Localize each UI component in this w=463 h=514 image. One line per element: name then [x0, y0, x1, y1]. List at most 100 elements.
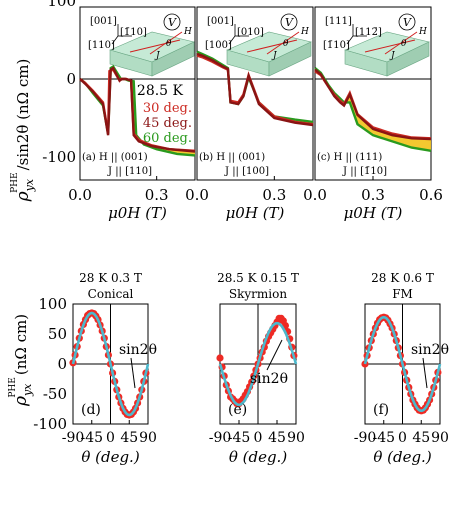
axis-arrow — [228, 35, 236, 45]
legend-temp: 28.5 K — [137, 83, 184, 99]
voltmeter-icon — [163, 13, 181, 31]
panel-title: 28.5 K 0.15 T — [217, 271, 299, 285]
angle-label: θ — [401, 39, 407, 49]
x-tick-label: 0.6 — [419, 186, 443, 204]
bottom-panel: -90-45 0 45 90 28 K 0.6 T FM (f) sin2θ θ (deg.) — [354, 271, 449, 466]
y-tick-label: 100 — [38, 295, 67, 313]
fit-curve — [218, 321, 298, 407]
panel-caption: (c) H || (111) — [317, 152, 382, 163]
plot-frame — [79, 6, 196, 181]
panel-caption: (a) H || (001) — [82, 152, 148, 163]
field-label: H — [183, 27, 192, 37]
field-label: H — [300, 27, 309, 37]
x-tick-label: 0 — [398, 430, 407, 446]
x-axis-label: θ (deg.) — [373, 448, 432, 466]
y-tick-label: -100 — [33, 415, 67, 433]
panel-caption: J || [1̄10] — [342, 166, 387, 177]
x-axis-label: θ (deg.) — [229, 448, 288, 466]
panel-title: 28 K 0.3 T — [79, 271, 142, 285]
x-tick-label: -90 — [209, 430, 232, 446]
angle-label: θ — [166, 39, 172, 49]
crystal-axis-label: [112̄] — [355, 27, 382, 38]
legend: 28.5 K 30 deg.45 deg.60 deg. — [137, 83, 192, 146]
panel-title: Conical — [88, 287, 134, 301]
y-axis-label: ρyxPHE/sin2θ (nΩ cm) — [10, 59, 36, 203]
field-arrow — [266, 31, 300, 55]
device-side — [386, 41, 430, 77]
field-label: H — [418, 27, 427, 37]
panel-letter: (d) — [81, 402, 101, 418]
fit-label: sin2θ — [250, 371, 288, 387]
y-axis-label: ρyxPHE(nΩ cm) — [8, 314, 34, 407]
x-tick-label: 0 — [106, 430, 115, 446]
series-line — [314, 68, 432, 141]
panel-title: 28 K 0.6 T — [371, 271, 434, 285]
x-tick-label: 0.3 — [145, 186, 169, 204]
x-axis-label: θ (deg.) — [81, 448, 140, 466]
panel-caption: J || [100] — [224, 166, 269, 177]
x-tick-label: 0.0 — [185, 186, 209, 204]
fit-label: sin2θ — [411, 342, 449, 358]
crystal-axis-label: [100] — [205, 40, 232, 51]
axis-arrow — [111, 35, 119, 45]
x-tick-label: 0.3 — [361, 186, 385, 204]
x-axis-label: μ0H (T) — [344, 204, 403, 222]
field-arrow — [149, 31, 183, 55]
y-tick-label: -100 — [42, 148, 76, 166]
bottom-panel: -90-45 0 45 90 28.5 K 0.15 T Skyrmion (e)sin2θ… — [209, 271, 305, 466]
angle-label: θ — [283, 39, 289, 49]
x-tick-label: 45 — [412, 430, 430, 446]
fit-pointer — [130, 357, 136, 389]
x-tick-label: -45 — [372, 430, 395, 446]
plot-frame — [196, 6, 314, 181]
top-row: 100 0 -100 ρyxPHE/sin2θ (nΩ cm) [001] [1̄10] [… — [10, 0, 443, 222]
field-arrow — [384, 31, 418, 55]
voltmeter-label: V — [168, 16, 177, 29]
current-label: J — [154, 51, 161, 61]
panel-letter: (e) — [228, 402, 247, 418]
bottom-panel: -90-45 0 45 90 28 K 0.3 T Conical (d) sin2θ θ (d… — [62, 271, 157, 466]
device-side — [268, 41, 312, 77]
y-tick-label: 50 — [48, 325, 67, 343]
current-label: J — [271, 51, 278, 61]
current-line — [246, 39, 298, 53]
panel-title: Skyrmion — [229, 287, 287, 301]
y-tick-label: 0 — [66, 70, 76, 88]
x-tick-label: 0.0 — [303, 186, 327, 204]
y-tick-label: 100 — [47, 0, 76, 10]
crystal-axis-label: [001] — [207, 16, 234, 27]
x-tick-label: 45 — [120, 430, 138, 446]
y-tick-label: 0 — [57, 355, 67, 373]
x-tick-label: 0.0 — [68, 186, 92, 204]
voltmeter-icon — [398, 13, 416, 31]
y-tick-label: -50 — [43, 385, 67, 403]
x-axis-label: μ0H (T) — [108, 204, 167, 222]
x-tick-label: 0 — [254, 430, 263, 446]
device-side — [151, 41, 195, 77]
fit-pointer — [266, 339, 283, 371]
series-line — [196, 52, 314, 127]
voltmeter-label: V — [403, 16, 412, 29]
data-point — [216, 354, 224, 362]
fit-label: sin2θ — [119, 342, 157, 358]
x-tick-label: 0.3 — [262, 186, 286, 204]
fit-pointer — [422, 357, 428, 389]
x-tick-label: -90 — [62, 430, 85, 446]
axis-arrow — [346, 35, 354, 45]
legend-entry: 30 deg. — [143, 101, 192, 116]
crystal-axis-label: [010] — [237, 27, 264, 38]
panel-title: FM — [392, 287, 413, 301]
x-tick-label: -90 — [354, 430, 377, 446]
x-axis-label: μ0H (T) — [226, 204, 285, 222]
x-tick-label: 45 — [268, 430, 286, 446]
crystal-axis-label: [1̄10] — [120, 27, 147, 38]
panel-caption: J || [110] — [107, 166, 152, 177]
legend-entry: 60 deg. — [143, 131, 192, 146]
current-line — [129, 39, 181, 53]
current-line — [364, 39, 416, 53]
